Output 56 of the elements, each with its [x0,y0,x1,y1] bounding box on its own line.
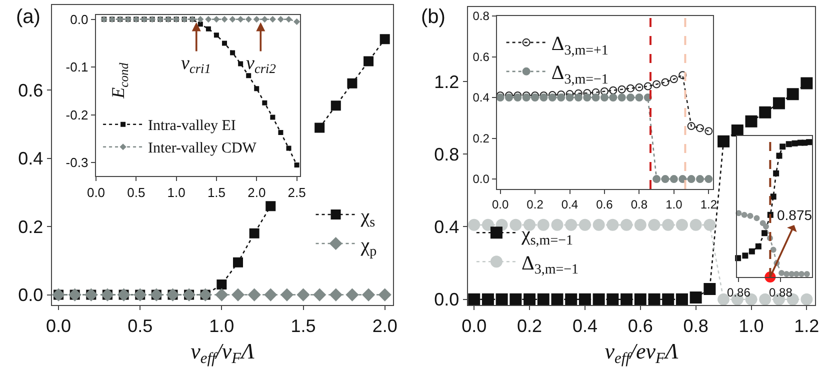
y-tick-label: 0.2 [472,131,490,146]
x-tick-label: 0.86 [727,286,751,300]
x-tick-label: 0.5 [128,316,153,336]
y-tick-label: 0.0 [472,172,490,186]
x-tick-label: 1.2 [794,316,820,336]
x-tick-label: 0.2 [526,198,544,212]
y-tick-label: 1.2 [434,72,460,92]
y-tick-label: -0.1 [66,60,88,75]
y-tick-label: 0.4 [18,148,44,169]
legend-label: χ$_{s,m=−1}$ [520,223,573,249]
x-tick-label: 0.6 [628,316,653,336]
legend-label: Δ$_{3,m=−1}$ [521,252,579,278]
y-tick-label: 0.2 [18,216,44,237]
x-tick-label: 1.0 [738,316,764,336]
legend-label: χ$_{s}$ [360,205,376,230]
x-tick-label: 0.4 [572,316,598,336]
y-tick-label: 0.6 [472,50,490,64]
legend-label: χ$_{p}$ [360,234,377,260]
y-tick-label: -0.2 [66,107,88,122]
x-tick-label: 1.5 [290,316,316,336]
x-tick-label: 0.0 [492,198,509,212]
x-tick-label: 1.2 [700,198,718,212]
x-tick-label: 2.0 [372,316,398,336]
x-tick-label: 0.8 [683,316,708,336]
annotation: 0.875 [777,207,812,223]
y-tick-label: 0.0 [70,12,88,27]
x-tick-label: 0.0 [46,316,72,336]
legend-label: Intra-valley EI [148,118,236,134]
y-tick-label: 0.6 [18,80,44,101]
x-tick-label: 1.0 [167,184,186,200]
x-tick-label: 0.5 [127,184,146,200]
x-tick-label: 2.5 [288,184,306,200]
x-tick-label: 2.0 [248,184,266,200]
legend-label: Inter-valley CDW [148,140,258,157]
y-tick-label: -0.3 [66,155,88,170]
x-tick-label: 1.0 [209,316,234,336]
x-tick-label: 1.5 [207,184,226,200]
x-tick-label: 1.0 [666,198,683,212]
annotation: v$_{cri2}$ [246,53,276,76]
y-tick-label: 0.8 [472,9,490,24]
legend-label: Δ$_{3,m=−1}$ [551,62,608,88]
x-tick-label: 0.6 [596,198,614,212]
annotation: v$_{cri1}$ [181,53,211,76]
x-axis-title: v$_{eff}$/ev$_{F}$Λ [604,338,679,368]
y-tick-label: 0.4 [434,217,460,238]
chart-title: (a) [16,6,40,28]
legend-label: Δ$_{3,m=+1}$ [551,33,608,58]
x-tick-label: 0.0 [86,184,106,200]
x-axis-title: v$_{eff}$/v$_{F}$Λ [190,338,256,368]
x-tick-label: 0.8 [630,198,648,212]
y-tick-label: 0.4 [472,90,490,105]
chart-title: (b) [421,6,446,28]
y-tick-label: 0.8 [434,144,460,164]
x-tick-label: 0.4 [561,198,578,212]
x-tick-label: 0.2 [517,316,542,336]
x-tick-label: 0.88 [769,286,793,300]
